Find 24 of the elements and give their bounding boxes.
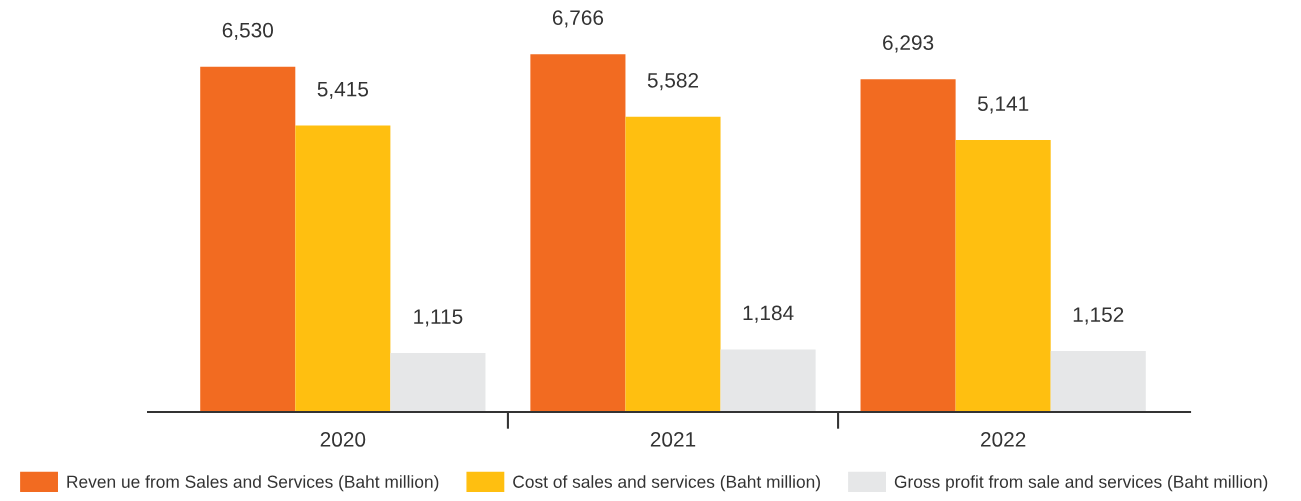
bar: [720, 349, 816, 413]
legend-label: Gross profit from sale and services (Baht million): [894, 475, 1268, 492]
data-label: 5,141: [977, 96, 1029, 114]
bar: [955, 140, 1051, 413]
data-label: 1,115: [414, 309, 463, 327]
data-label: 6,766: [552, 10, 604, 28]
bar: [860, 79, 956, 413]
bar: [530, 54, 626, 413]
data-label: 6,530: [222, 22, 274, 40]
data-label: 1,152: [1073, 307, 1124, 325]
bar: [625, 116, 721, 413]
bar: [200, 66, 296, 413]
bar: [295, 125, 391, 413]
data-label: 5,415: [317, 81, 369, 99]
x-tick-label: 2020: [320, 432, 366, 447]
data-label: 5,582: [647, 72, 699, 91]
bar: [390, 353, 486, 413]
bar: [1050, 351, 1146, 413]
legend-label: Reven ue from Sales and Services (Baht million): [67, 475, 439, 492]
data-label: 1,184: [743, 305, 794, 323]
legend-label: Cost of sales and services (Baht million): [513, 475, 820, 492]
x-tick-label: 2021: [650, 432, 696, 447]
data-label: 6,293: [883, 35, 934, 53]
x-tick-label: 2022: [981, 432, 1026, 447]
